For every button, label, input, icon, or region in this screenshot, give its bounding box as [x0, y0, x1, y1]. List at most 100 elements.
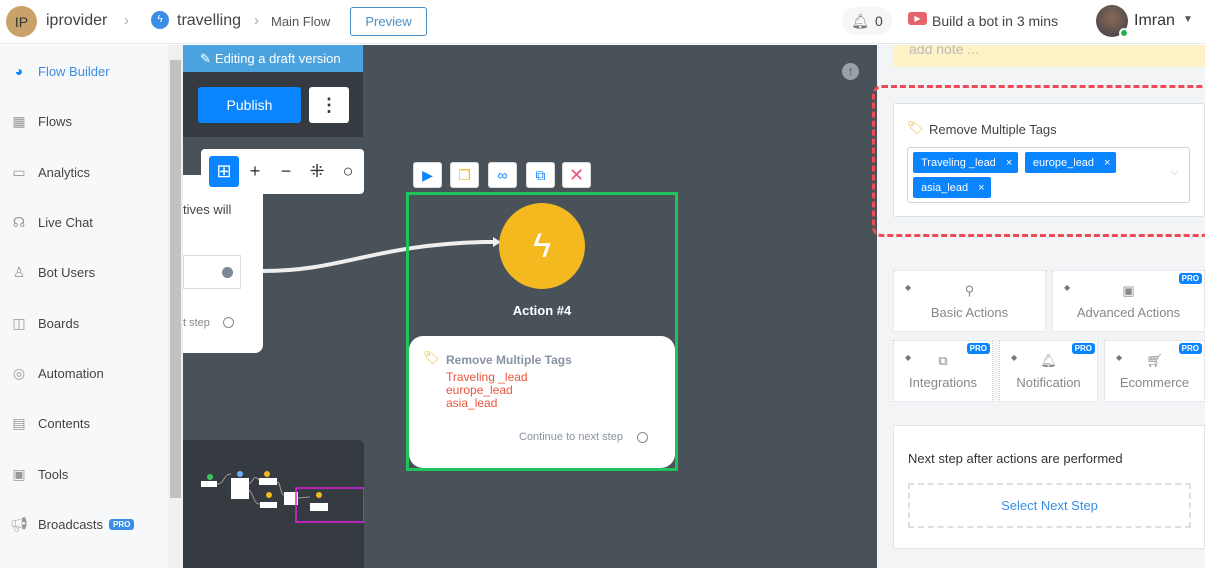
messenger-icon: ◕ [14, 63, 24, 79]
sidebar-item-analytics[interactable]: ▭ Analytics [0, 157, 168, 187]
tag-chip-label: Traveling _lead [921, 156, 996, 169]
tag-list: Traveling _lead europe_lead asia_lead [446, 371, 528, 410]
next-step-section: Next step after actions are performed Se… [893, 425, 1205, 549]
tag-chip: europe_lead × [1024, 152, 1117, 173]
sidebar-item-boards[interactable]: ◫ Boards [0, 308, 168, 338]
notification-count: 0 [874, 13, 883, 29]
copy-icon[interactable]: ❐ [450, 162, 479, 188]
youtube-icon: ▶ [908, 12, 927, 25]
build-bot-link[interactable]: Build a bot in 3 mins [932, 13, 1059, 29]
zoom-in-icon[interactable]: + [249, 161, 261, 181]
sidebar-item-label: Automation [38, 365, 104, 381]
more-options-button[interactable]: ⋮ [309, 87, 349, 123]
link-icon[interactable]: ∞ [488, 162, 517, 188]
messenger-icon: ϟ [151, 11, 169, 29]
tag-chip: Traveling _lead × [913, 152, 1019, 173]
sidebar-item-label: Broadcasts [38, 516, 104, 532]
category-advanced-actions[interactable]: ◆ PRO ▣ Advanced Actions [1052, 270, 1205, 332]
sidebar-item-flows[interactable]: ▦ Flows [0, 106, 168, 136]
pro-badge: PRO [1178, 273, 1202, 284]
action-card[interactable]: 🏷︎ Remove Multiple Tags Traveling _lead … [409, 336, 675, 468]
briefcase-icon: ▣ [1122, 282, 1135, 298]
tag-chip-label: europe_lead [1032, 156, 1095, 169]
breadcrumb-bot[interactable]: travelling [177, 12, 242, 29]
connector-dot[interactable] [222, 267, 233, 278]
edit-icon: ✎ [200, 50, 211, 66]
sidebar-item-label: Live Chat [38, 214, 93, 230]
sidebar-item-label: Tools [38, 466, 69, 482]
previous-node[interactable]: tives will t step [183, 175, 263, 353]
sidebar-item-automation[interactable]: ◎ Automation [0, 358, 168, 388]
auto-arrange-icon[interactable]: ⁜ [309, 161, 325, 181]
headset-icon: ☊ [12, 213, 26, 230]
minimap-preview [201, 471, 365, 523]
add-folder-icon[interactable]: ⊞ [209, 156, 239, 187]
category-label: Notification [1016, 374, 1081, 390]
category-ecommerce[interactable]: ◆ PRO 🛒︎ Ecommerce [1104, 340, 1205, 402]
draft-text: Editing a draft version [214, 51, 341, 66]
select-next-step-button[interactable]: Select Next Step [908, 483, 1191, 528]
sidebar-item-contents[interactable]: ▤ Contents [0, 408, 168, 438]
sort-icon: ◆ [1064, 283, 1071, 292]
zoom-out-icon[interactable]: − [280, 161, 292, 181]
node-title: Action #4 [512, 303, 572, 318]
contents-icon: ▤ [12, 414, 26, 431]
sidebar-item-broadcasts[interactable]: 📢︎ Broadcasts PRO [0, 509, 168, 539]
remove-tag-icon[interactable]: × [1104, 156, 1111, 169]
continue-step-text: Continue to next step [519, 431, 623, 443]
publish-button[interactable]: Publish [198, 87, 301, 123]
presentation-icon: ▭ [12, 163, 26, 180]
scroll-up-icon[interactable]: ↑ [842, 63, 859, 80]
integrations-icon: ⧉ [938, 352, 948, 368]
minimap[interactable] [183, 440, 365, 568]
sidebar-item-bot-users[interactable]: ♙ Bot Users [0, 257, 168, 287]
category-label: Ecommerce [1119, 374, 1190, 390]
selected-node-outline[interactable] [406, 192, 678, 471]
duplicate-icon[interactable]: ⧉ [526, 162, 555, 188]
tags-select[interactable]: Traveling _lead × europe_lead × asia_lead ×… [907, 147, 1190, 203]
sidebar-item-label: Flows [38, 113, 72, 129]
breadcrumb-workspace[interactable]: iprovider [46, 12, 108, 29]
cart-icon: 🛒︎ [1146, 352, 1163, 368]
bell-icon: 🔔︎ [1040, 352, 1057, 368]
chevron-right-icon: › [124, 12, 129, 29]
sort-icon: ◆ [905, 283, 912, 292]
preview-button[interactable]: Preview [350, 7, 427, 36]
category-integrations[interactable]: ◆ PRO ⧉ Integrations [893, 340, 993, 402]
user-name[interactable]: Imran [1134, 12, 1175, 29]
notifications-button[interactable]: 🔔︎ 0 [842, 7, 892, 35]
note-input[interactable]: add note ... [893, 45, 1205, 67]
breadcrumb-flow: Main Flow [271, 14, 331, 29]
sidebar-item-tools[interactable]: ▣ Tools [0, 459, 168, 489]
sidebar-item-label: Boards [38, 315, 80, 331]
category-basic-actions[interactable]: ◆ ⚲ Basic Actions [893, 270, 1046, 332]
step-connector[interactable] [223, 317, 234, 328]
pro-badge: PRO [966, 343, 990, 354]
tag-item: europe_lead [446, 383, 513, 397]
play-icon[interactable]: ▶ [413, 162, 442, 188]
lightning-icon[interactable]: ϟ [499, 203, 585, 289]
node-text: tives will [183, 202, 232, 217]
action-title: Remove Multiple Tags [929, 122, 1057, 137]
search-icon[interactable]: ○ [342, 161, 354, 181]
tag-remove-icon: 🏷︎ [907, 120, 924, 135]
flow-canvas[interactable]: tives will t step ✎ Editing a draft versi… [183, 45, 877, 568]
sidebar-scrollbar-thumb[interactable] [170, 60, 181, 498]
pro-badge: PRO [109, 518, 135, 530]
pro-badge: PRO [1071, 343, 1095, 354]
workspace-avatar[interactable]: IP [6, 6, 37, 37]
remove-tag-icon[interactable]: × [978, 181, 985, 194]
category-notification[interactable]: ◆ PRO 🔔︎ Notification [999, 340, 1098, 402]
delete-icon[interactable]: ✕ [562, 162, 591, 188]
sort-icon: ◆ [1116, 353, 1123, 362]
sidebar-item-flow-builder[interactable]: ◕ Flow Builder [0, 56, 168, 86]
remove-tag-icon[interactable]: × [1005, 156, 1013, 169]
tag-chip-label: asia_lead [921, 181, 969, 194]
sidebar-item-label: Contents [38, 415, 91, 431]
step-connector[interactable] [637, 432, 648, 443]
sidebar-item-live-chat[interactable]: ☊ Live Chat [0, 207, 168, 237]
chevron-down-icon[interactable]: ⌵ [1170, 166, 1179, 178]
bell-icon: 🔔︎ [851, 12, 869, 29]
caret-down-icon[interactable]: ▼ [1183, 14, 1193, 25]
board-icon: ◫ [12, 314, 26, 331]
